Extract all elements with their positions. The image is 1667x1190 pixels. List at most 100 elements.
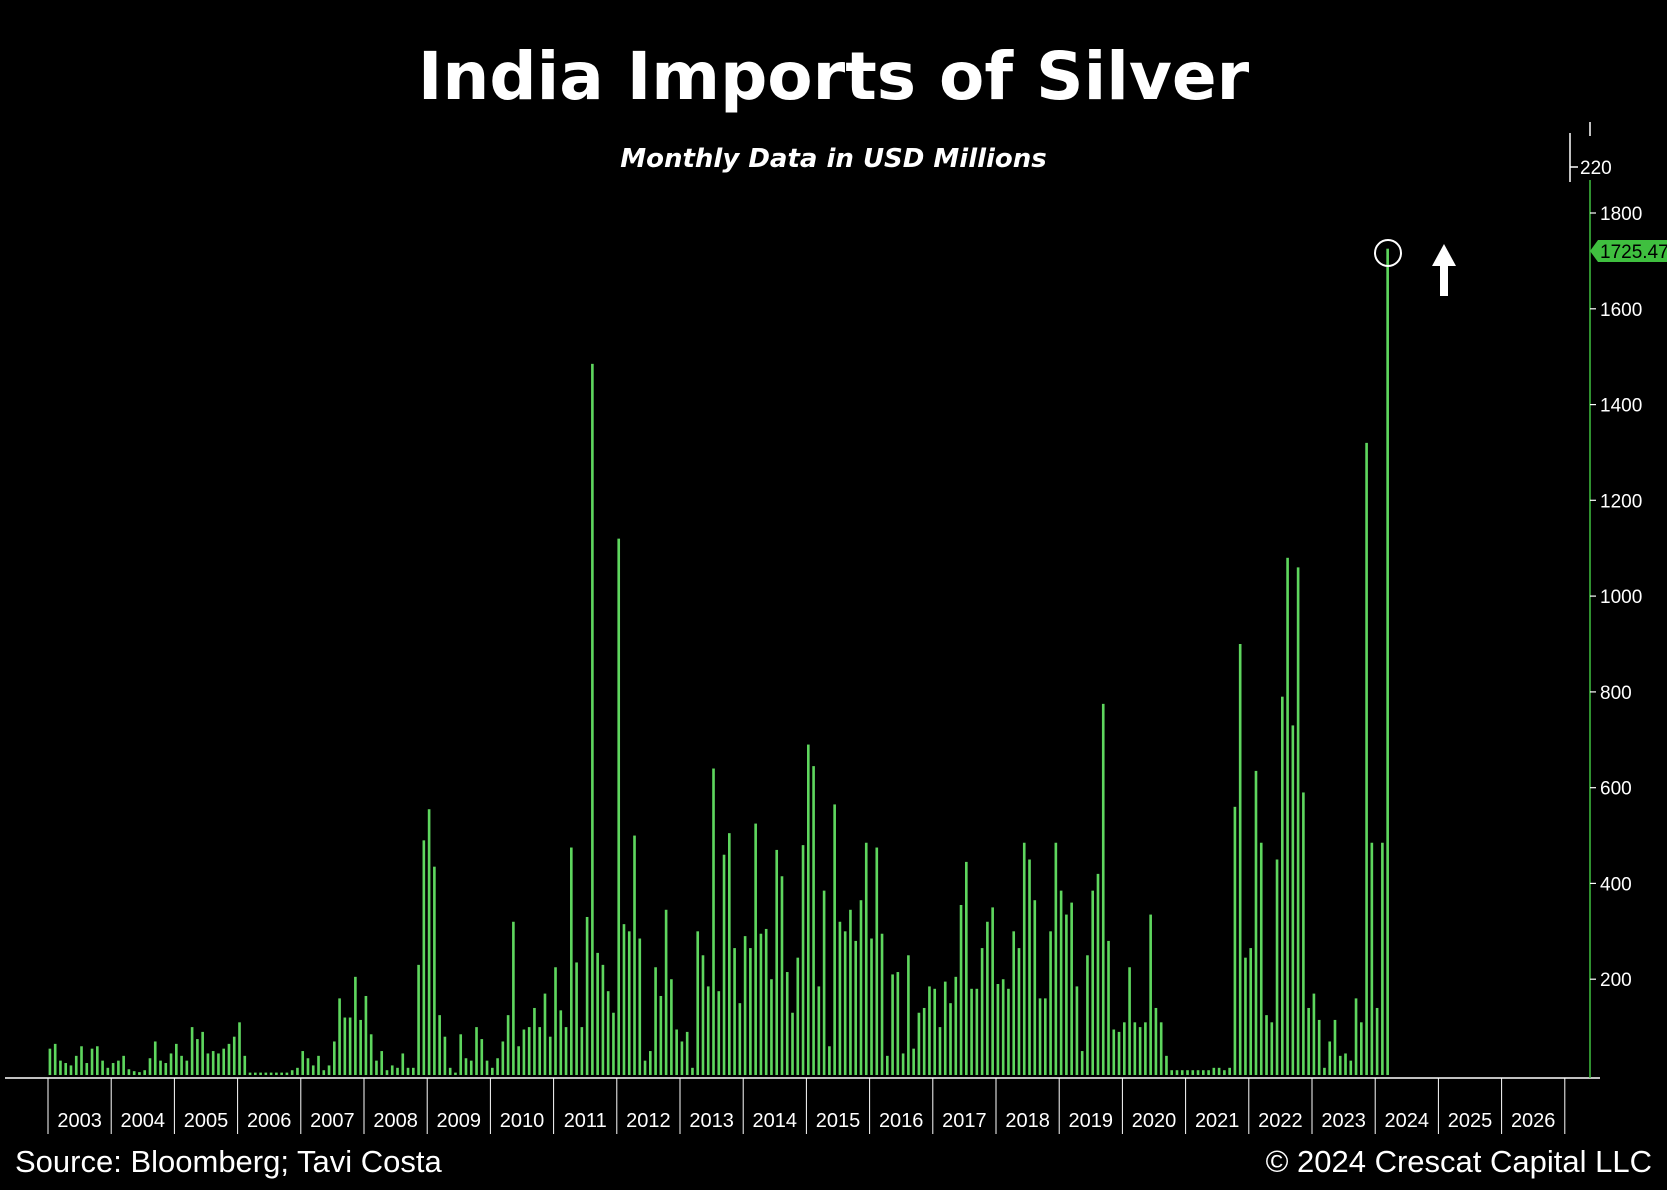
bar (717, 991, 721, 1075)
bar (364, 995, 368, 1075)
bar (1202, 1070, 1205, 1075)
bar (965, 861, 968, 1075)
bar (1144, 1022, 1147, 1075)
bar (201, 1031, 204, 1075)
bar (917, 1012, 921, 1075)
bar (627, 931, 631, 1075)
bar (475, 1027, 478, 1075)
bar (164, 1063, 168, 1075)
chart-title: India Imports of Silver (417, 38, 1250, 115)
bar (1133, 1022, 1137, 1075)
bar (1375, 1007, 1379, 1075)
bar (448, 1067, 452, 1075)
bar (849, 909, 852, 1075)
bar (443, 1036, 447, 1075)
bar (1244, 957, 1247, 1075)
x-tick-label: 2018 (1005, 1110, 1050, 1132)
bar (1080, 1051, 1084, 1075)
bar (359, 1019, 362, 1075)
bar (1128, 967, 1131, 1075)
bar (106, 1067, 110, 1075)
bar (1360, 1022, 1363, 1075)
bar (1180, 1070, 1184, 1075)
bar (580, 1027, 584, 1075)
bar (1186, 1070, 1189, 1075)
bar (1291, 725, 1295, 1075)
bar (1354, 998, 1358, 1075)
bar (1338, 1055, 1342, 1075)
bar (812, 766, 815, 1075)
bar (801, 845, 805, 1075)
bar (1233, 806, 1237, 1075)
bar (169, 1053, 173, 1075)
x-tick-label: 2024 (1385, 1110, 1430, 1132)
bar (464, 1058, 468, 1075)
bar (601, 964, 605, 1075)
bar (664, 909, 668, 1075)
y-tick-label: 1000 (1600, 587, 1642, 608)
bar (1075, 986, 1079, 1075)
bar (1191, 1070, 1195, 1075)
bar (838, 921, 842, 1075)
bar (643, 1060, 647, 1075)
bar (1344, 1053, 1347, 1075)
bar (522, 1029, 526, 1075)
bar (348, 1017, 352, 1075)
bar (833, 804, 836, 1075)
bar (175, 1043, 178, 1075)
y-tick-label: 1400 (1600, 396, 1642, 417)
bar (785, 972, 789, 1075)
bar (843, 931, 847, 1075)
bar (1249, 948, 1253, 1075)
bar (1370, 842, 1374, 1075)
bar (612, 1012, 615, 1075)
bar (333, 1041, 336, 1075)
bar (548, 1036, 552, 1075)
bar (469, 1060, 473, 1075)
bar (1022, 842, 1026, 1075)
y-tick-label: 1800 (1600, 204, 1642, 225)
x-tick-label: 2005 (184, 1110, 229, 1132)
bar (1286, 557, 1289, 1075)
bar (1207, 1070, 1210, 1075)
bar (143, 1070, 147, 1075)
bar (622, 924, 626, 1075)
bar (396, 1067, 399, 1075)
bar (675, 1029, 678, 1075)
bar (759, 933, 763, 1075)
bar (127, 1069, 131, 1075)
bar (722, 854, 726, 1075)
bar (1270, 1022, 1274, 1075)
bar (506, 1015, 510, 1075)
bar (1212, 1067, 1216, 1075)
bar (922, 1007, 926, 1075)
y-tick-label: 1200 (1600, 491, 1642, 512)
bar (101, 1060, 104, 1075)
bar (754, 823, 757, 1075)
bar (617, 538, 621, 1075)
bar (1154, 1007, 1158, 1075)
bar (501, 1041, 505, 1075)
bar (1328, 1041, 1332, 1075)
bar (938, 1027, 942, 1075)
bar (807, 744, 810, 1075)
bar (907, 955, 910, 1075)
last-value-label: 1725.47 (1600, 242, 1667, 263)
bar (238, 1022, 241, 1075)
bar (575, 962, 578, 1075)
bar (585, 916, 589, 1075)
bar (196, 1039, 199, 1075)
bar (538, 1027, 542, 1075)
bar (227, 1043, 231, 1075)
bar (980, 948, 984, 1075)
bar (1175, 1070, 1179, 1075)
bar (596, 952, 599, 1075)
x-tick-label: 2006 (247, 1110, 292, 1132)
bar (59, 1060, 62, 1075)
bar (1059, 890, 1063, 1075)
bar (422, 840, 426, 1075)
bar (1054, 842, 1058, 1075)
bar (280, 1072, 283, 1075)
bar (943, 981, 947, 1075)
